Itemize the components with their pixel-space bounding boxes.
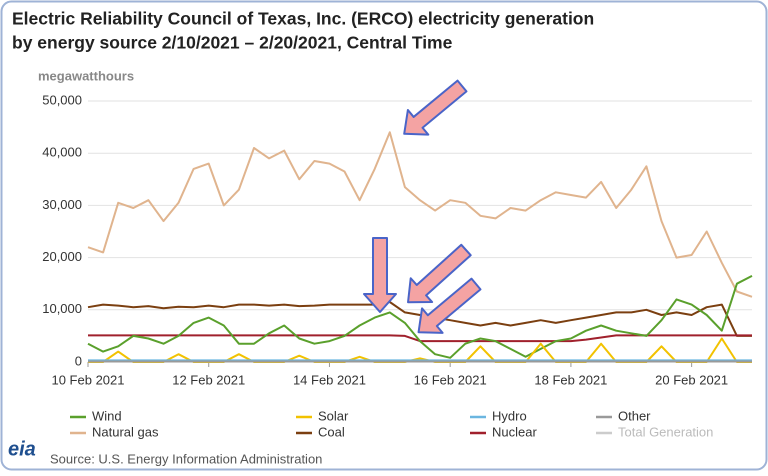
legend-label: Other bbox=[618, 408, 651, 423]
series-line bbox=[87, 301, 752, 337]
annotations bbox=[363, 79, 482, 334]
x-tick-label: 12 Feb 2021 bbox=[172, 372, 245, 387]
legend-label: Natural gas bbox=[92, 424, 159, 439]
legend-label: Wind bbox=[92, 408, 122, 423]
y-tick-label: 50,000 bbox=[42, 92, 82, 107]
plot-area: 0 10,000 20,000 30,000 40,000 50,000 10 Feb 20… bbox=[42, 92, 753, 387]
arrow bbox=[363, 237, 397, 313]
x-tick-label: 20 Feb 2021 bbox=[655, 372, 728, 387]
chart-title: by energy source 2/10/2021 – 2/20/2021, … bbox=[12, 33, 453, 53]
y-tick-label: 0 bbox=[75, 353, 82, 368]
x-tick-label: 16 Feb 2021 bbox=[414, 372, 487, 387]
y-axis-label: megawatthours bbox=[38, 68, 134, 83]
x-tick-label: 14 Feb 2021 bbox=[293, 372, 366, 387]
y-tick-label: 20,000 bbox=[42, 249, 82, 264]
source: Source: U.S. Energy Information Administ… bbox=[50, 451, 322, 466]
legend-label: Solar bbox=[318, 408, 349, 423]
x-tick-label: 10 Feb 2021 bbox=[51, 372, 124, 387]
series-line bbox=[87, 275, 753, 359]
legend-label: Coal bbox=[318, 424, 345, 439]
chart-title: Electric Reliability Council of Texas, I… bbox=[12, 9, 594, 29]
y-tick-label: 30,000 bbox=[42, 197, 82, 212]
logo: eia bbox=[8, 438, 36, 460]
series-line bbox=[87, 131, 753, 298]
arrow bbox=[407, 243, 472, 304]
arrow bbox=[403, 79, 468, 136]
legend-label: Hydro bbox=[492, 408, 527, 423]
y-tick-label: 40,000 bbox=[42, 145, 82, 160]
x-tick-label: 18 Feb 2021 bbox=[534, 372, 607, 387]
arrow bbox=[417, 277, 482, 334]
legend-label: Total Generation bbox=[618, 424, 713, 439]
y-tick-label: 10,000 bbox=[42, 301, 82, 316]
legend-label: Nuclear bbox=[492, 424, 537, 439]
